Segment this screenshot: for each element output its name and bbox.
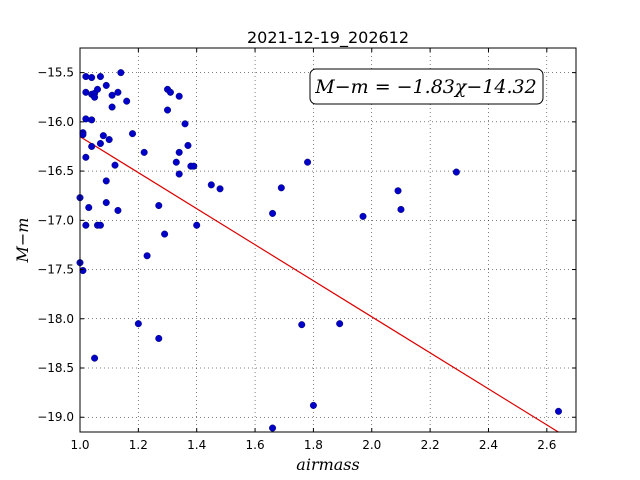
data-point — [114, 88, 122, 96]
data-point — [91, 93, 99, 101]
data-point — [172, 158, 180, 166]
x-tick-label: 2.6 — [537, 438, 556, 452]
data-point — [184, 141, 192, 149]
data-point — [155, 334, 163, 342]
data-point — [164, 106, 172, 114]
x-tick-label: 1.8 — [304, 438, 323, 452]
annotation-box — [309, 68, 544, 105]
data-point — [91, 354, 99, 362]
data-point — [82, 221, 90, 229]
data-point — [82, 115, 90, 123]
data-point — [397, 205, 405, 213]
data-point — [166, 88, 174, 96]
data-point — [175, 170, 183, 178]
data-point — [117, 69, 125, 77]
plot-frame — [79, 47, 577, 433]
data-point — [102, 177, 110, 185]
data-point — [99, 132, 107, 140]
data-point — [155, 202, 163, 210]
data-point — [336, 320, 344, 328]
data-point — [105, 136, 113, 144]
y-tick-label: −16.0 — [37, 115, 74, 129]
data-point — [175, 92, 183, 100]
x-axis-label: airmass — [296, 455, 359, 474]
data-point — [94, 85, 102, 93]
data-point — [102, 199, 110, 207]
data-point — [108, 91, 116, 99]
data-point — [129, 130, 137, 138]
y-tick-label: −15.5 — [37, 66, 74, 80]
y-tick-label: −19.0 — [37, 410, 74, 424]
axis-ticks: 1.0 1.2 1.4 1.6 1.8 2.0 2.2 2.4 2.6 −19.0 −18.5 −18… — [37, 48, 576, 452]
data-point — [85, 204, 93, 212]
x-tick-label: 1.6 — [246, 438, 265, 452]
data-point — [309, 401, 317, 409]
x-tick-label: 1.2 — [129, 438, 148, 452]
data-point — [452, 168, 460, 176]
grid — [79, 48, 576, 432]
data-points — [76, 69, 562, 432]
data-point — [216, 185, 224, 193]
data-point — [193, 221, 201, 229]
x-tick-label: 2.2 — [421, 438, 440, 452]
data-point — [175, 148, 183, 156]
data-point — [88, 142, 96, 150]
y-tick-label: −16.5 — [37, 164, 74, 178]
data-point — [82, 88, 90, 96]
data-point — [269, 424, 277, 432]
data-point — [96, 221, 104, 229]
data-point — [269, 209, 277, 217]
x-tick-label: 2.0 — [362, 438, 381, 452]
data-point — [143, 252, 151, 260]
y-tick-label: −18.5 — [37, 361, 74, 375]
data-point — [394, 187, 402, 195]
data-point — [190, 162, 198, 170]
data-point — [111, 161, 119, 169]
data-point — [359, 212, 367, 220]
x-tick-label: 1.4 — [187, 438, 206, 452]
data-point — [79, 131, 87, 139]
fit-annotation: M−m = −1.83χ−14.32 — [309, 68, 544, 105]
data-point — [108, 103, 116, 111]
annotation-text: M−m = −1.83χ−14.32 — [314, 76, 536, 98]
data-point — [134, 320, 142, 328]
data-point — [79, 267, 87, 275]
data-point — [181, 120, 189, 128]
x-tick-label: 2.4 — [479, 438, 498, 452]
data-point — [88, 116, 96, 124]
data-point — [114, 206, 122, 214]
data-point — [96, 140, 104, 148]
data-point — [554, 407, 562, 415]
y-tick-label: −17.0 — [37, 213, 74, 227]
data-point — [298, 321, 306, 329]
data-point — [161, 230, 169, 238]
y-tick-label: −17.5 — [37, 263, 74, 277]
fit-line-group — [79, 136, 559, 433]
data-point — [88, 74, 96, 82]
data-point — [304, 158, 312, 166]
data-point — [123, 97, 131, 105]
data-point — [96, 73, 104, 81]
y-axis-label: M−m — [13, 218, 32, 264]
data-point — [102, 81, 110, 89]
chart-title: 2021-12-19_202612 — [247, 28, 409, 48]
y-tick-label: −18.0 — [37, 312, 74, 326]
data-point — [207, 181, 215, 189]
fit-line — [79, 136, 559, 433]
data-point — [82, 73, 90, 81]
x-tick-label: 1.0 — [70, 438, 89, 452]
data-point — [82, 153, 90, 161]
data-point — [140, 148, 148, 156]
data-point — [277, 184, 285, 192]
